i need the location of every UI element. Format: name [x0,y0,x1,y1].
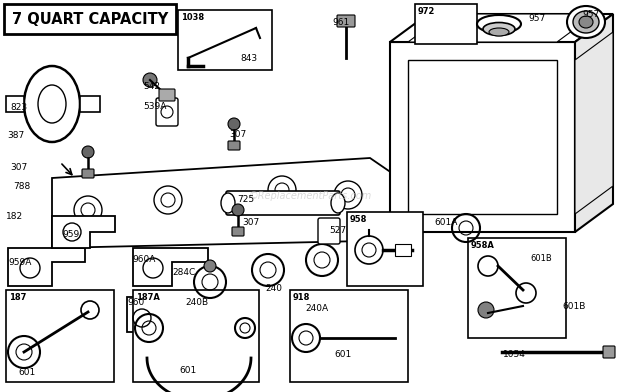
Text: 601: 601 [179,366,197,375]
Circle shape [228,118,240,130]
Text: 601B: 601B [562,302,585,311]
Bar [408,60,557,214]
Text: 788: 788 [13,182,30,191]
Text: 601: 601 [18,368,35,377]
Text: 960A: 960A [132,255,156,264]
Text: 307: 307 [242,218,259,227]
Ellipse shape [573,11,599,33]
Text: 958: 958 [350,215,368,224]
Polygon shape [52,216,115,248]
Polygon shape [52,158,408,248]
Text: 959A: 959A [8,258,32,267]
FancyBboxPatch shape [228,141,240,150]
Text: 387: 387 [7,131,24,140]
Polygon shape [127,297,185,332]
Text: 959: 959 [62,230,79,239]
Bar [468,238,566,338]
FancyBboxPatch shape [82,169,94,178]
Bar [178,10,272,70]
Circle shape [232,204,244,216]
Text: 601: 601 [334,350,352,359]
Polygon shape [575,32,613,214]
FancyBboxPatch shape [80,96,100,112]
Text: 7 QUART CAPACITY: 7 QUART CAPACITY [12,11,168,27]
Text: 187: 187 [9,293,27,302]
Polygon shape [390,14,613,42]
Text: 601A: 601A [434,218,458,227]
Ellipse shape [221,193,235,213]
Text: 307: 307 [10,163,27,172]
Text: 542: 542 [143,82,160,91]
Text: 843: 843 [240,54,257,63]
Text: 957: 957 [582,10,600,19]
Polygon shape [575,14,613,232]
FancyBboxPatch shape [226,191,340,215]
FancyBboxPatch shape [159,89,175,101]
Circle shape [478,302,494,318]
Ellipse shape [567,6,605,38]
Text: 960: 960 [127,298,144,307]
Ellipse shape [579,16,593,28]
Text: 240A: 240A [305,304,328,313]
FancyBboxPatch shape [395,244,411,256]
FancyBboxPatch shape [337,15,355,27]
Polygon shape [8,248,85,286]
Bar [390,42,575,232]
Polygon shape [133,248,208,286]
Circle shape [143,73,157,87]
Circle shape [204,260,216,272]
Text: 961: 961 [332,18,349,27]
FancyBboxPatch shape [156,98,178,126]
Bar [415,4,477,44]
Text: 539A: 539A [143,102,166,111]
Text: 1038: 1038 [181,13,204,22]
Ellipse shape [477,15,521,33]
Text: 307: 307 [229,130,246,139]
Text: 284C: 284C [172,268,195,277]
Ellipse shape [483,22,515,36]
Polygon shape [408,14,595,42]
Text: 240: 240 [265,284,282,293]
Bar [290,290,408,382]
Text: 187A: 187A [136,293,160,302]
Text: 725: 725 [237,195,254,204]
Text: 957: 957 [528,14,545,23]
Text: 823: 823 [10,103,27,112]
Text: 918: 918 [293,293,311,302]
Text: 972: 972 [418,7,435,16]
Bar [6,290,114,382]
Bar [133,290,259,382]
Text: 958A: 958A [471,241,495,250]
Ellipse shape [331,193,345,213]
Bar [4,4,176,34]
Bar [347,212,423,286]
Text: 182: 182 [6,212,23,221]
FancyBboxPatch shape [318,218,340,244]
FancyBboxPatch shape [603,346,615,358]
Text: 601B: 601B [530,254,552,263]
FancyBboxPatch shape [6,96,24,112]
Ellipse shape [489,28,509,36]
Text: 1054: 1054 [503,350,526,359]
Text: 240B: 240B [185,298,208,307]
Circle shape [82,146,94,158]
Text: 527: 527 [329,226,346,235]
Text: ©ReplacementParts.com: ©ReplacementParts.com [249,191,371,201]
FancyBboxPatch shape [232,227,244,236]
